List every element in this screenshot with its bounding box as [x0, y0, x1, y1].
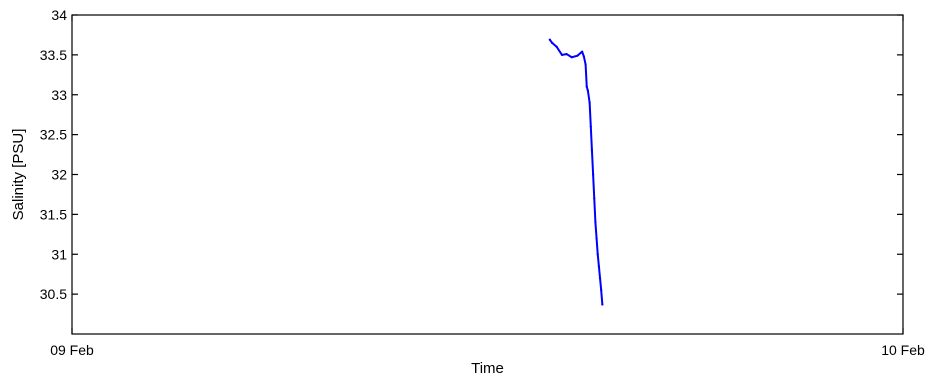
data-point: [551, 41, 554, 45]
data-point: [565, 52, 568, 56]
data-point: [590, 149, 594, 152]
data-point: [560, 53, 564, 56]
data-point: [586, 89, 590, 92]
y-tick-label: 32: [51, 167, 67, 183]
y-tick-label: 31: [51, 246, 67, 262]
data-point: [576, 54, 579, 57]
x-axis-label: Time: [471, 360, 504, 377]
data-point: [584, 63, 587, 66]
data-point: [581, 50, 584, 53]
data-point: [548, 38, 551, 41]
y-tick-label: 32.5: [40, 127, 67, 143]
y-tick-label: 33.5: [40, 47, 67, 63]
x-axis: 09 Feb 10 Feb: [50, 15, 925, 358]
data-point: [600, 289, 603, 292]
series-line: [548, 38, 604, 306]
data-point: [593, 197, 596, 200]
y-tick-label: 33: [51, 87, 67, 103]
data-point: [589, 125, 592, 128]
y-tick-label: 31.5: [40, 206, 67, 222]
data-point: [592, 173, 595, 176]
x-tick-label: 10 Feb: [881, 342, 925, 358]
data-point: [598, 277, 602, 280]
data-point: [601, 303, 604, 306]
y-axis: 30.5 31 31.5 32 32.5 33 33.5 34: [40, 7, 903, 302]
data-point: [597, 265, 600, 268]
data-point: [585, 85, 588, 88]
y-axis-label: Salinity [PSU]: [10, 129, 27, 221]
data-point: [595, 237, 598, 240]
data-point: [596, 253, 599, 256]
plot-frame: [71, 14, 904, 335]
y-tick-label: 34: [51, 7, 67, 23]
data-point: [588, 101, 591, 104]
plot-area: [548, 38, 604, 306]
data-point: [582, 55, 585, 58]
data-point: [594, 221, 597, 224]
x-tick-label: 09 Feb: [50, 342, 94, 358]
data-point: [570, 56, 573, 59]
y-tick-label: 30.5: [40, 286, 67, 302]
data-point: [555, 45, 558, 49]
